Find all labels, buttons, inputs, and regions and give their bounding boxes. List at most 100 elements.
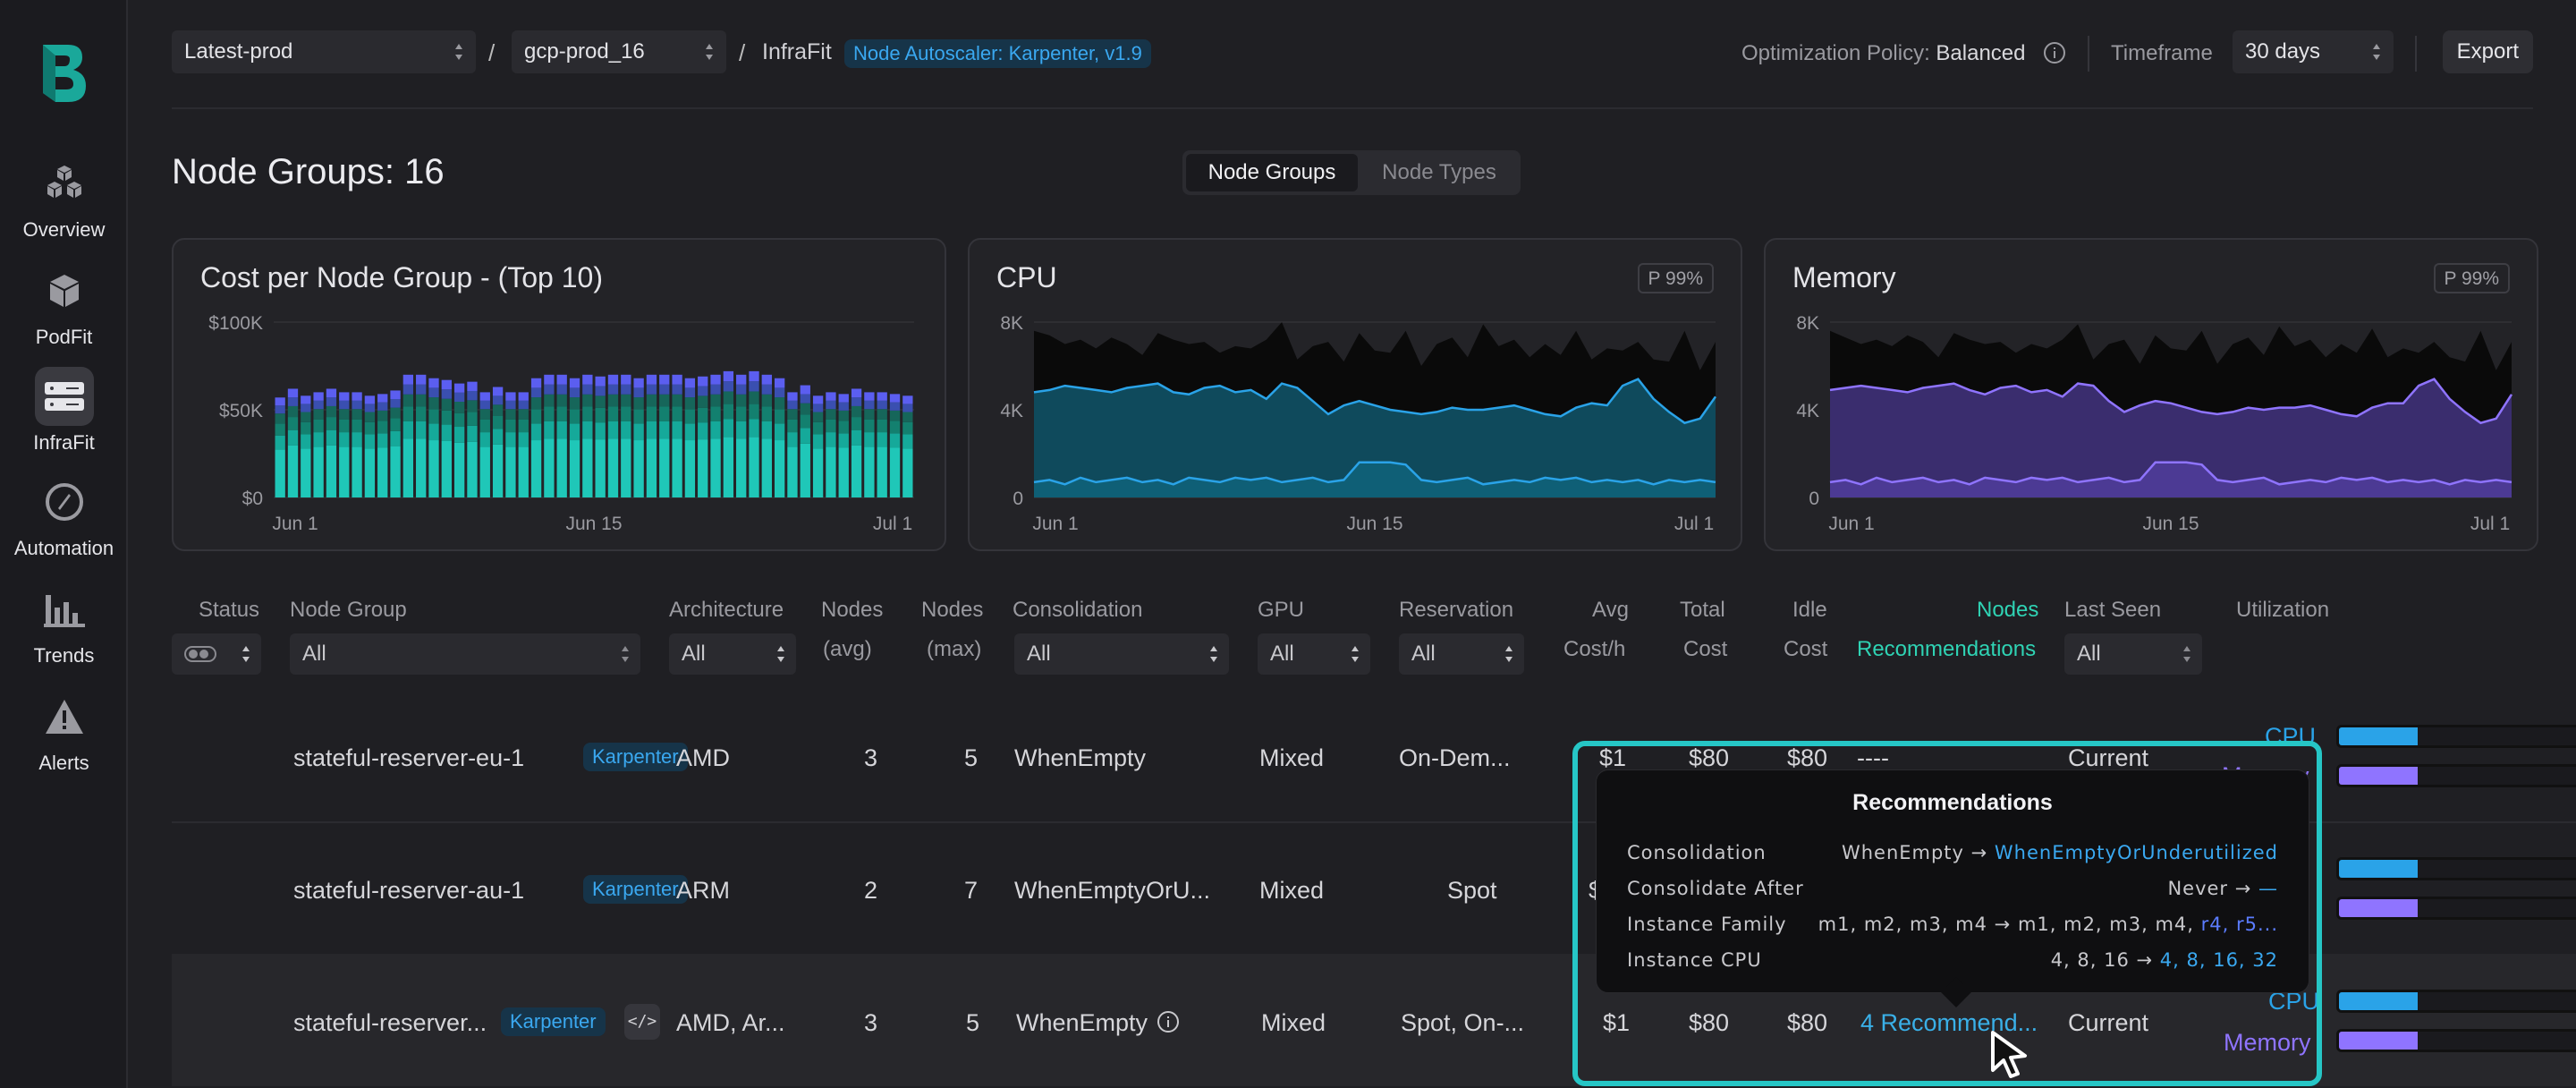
node-group-filter[interactable]: All xyxy=(290,633,640,675)
cost-bar-segment xyxy=(749,381,759,392)
row-idle-cost: $80 xyxy=(1787,1009,1828,1036)
page-title: Node Groups: 16 xyxy=(172,152,445,191)
nav-alerts[interactable]: Alerts xyxy=(0,687,128,786)
cost-bar-segment xyxy=(864,400,875,410)
cost-bar-segment xyxy=(313,409,324,420)
row-node-group-name[interactable]: stateful-reserver... xyxy=(293,1009,487,1036)
consolidation-filter[interactable]: All xyxy=(1014,633,1229,675)
nav-automation[interactable]: Automation xyxy=(0,472,128,571)
row-nodes-avg: 3 xyxy=(864,1009,878,1036)
cost-bar-segment xyxy=(416,384,427,395)
code-icon[interactable]: </> xyxy=(624,1004,660,1040)
nav-overview[interactable]: Overview xyxy=(0,154,128,252)
nav-podfit[interactable]: PodFit xyxy=(0,261,128,360)
reservation-filter[interactable]: All xyxy=(1399,633,1524,675)
cost-bar-segment xyxy=(787,419,798,433)
col-consolidation[interactable]: Consolidation xyxy=(1013,598,1143,622)
app-logo[interactable] xyxy=(38,39,91,107)
col-gpu[interactable]: GPU xyxy=(1258,598,1305,622)
cost-bar-segment xyxy=(326,388,337,398)
mouse-cursor-icon xyxy=(1991,1031,2027,1078)
cost-bar-segment xyxy=(595,395,606,408)
cost-bar-segment xyxy=(364,412,376,422)
cost-bar-segment xyxy=(275,435,285,450)
row-node-group-name[interactable]: stateful-reserver-au-1 xyxy=(293,877,525,904)
cost-bar-segment xyxy=(902,448,913,497)
cost-bar-segment xyxy=(698,407,708,423)
row-recommendations[interactable]: ---- xyxy=(1857,744,1889,771)
cost-bar-segment xyxy=(556,438,567,497)
last-seen-filter[interactable]: All xyxy=(2064,633,2202,675)
nav-infrafit[interactable]: InfraFit xyxy=(0,367,128,465)
export-button[interactable]: Export xyxy=(2442,30,2533,73)
tab-node-types[interactable]: Node Types xyxy=(1382,160,1496,184)
cost-bar-segment xyxy=(633,397,644,410)
col-reservation[interactable]: Reservation xyxy=(1399,598,1514,622)
tooltip-to: — xyxy=(2258,878,2278,899)
sort-arrows-icon xyxy=(777,646,784,662)
cost-bar-segment xyxy=(838,433,849,448)
cost-bar-segment xyxy=(339,409,350,420)
architecture-filter[interactable]: All xyxy=(669,633,796,675)
tooltip-key: Instance Family xyxy=(1627,914,1787,935)
cost-bar-segment xyxy=(826,432,836,447)
karpenter-badge: Karpenter xyxy=(583,875,688,904)
col-utilization[interactable]: Utilization xyxy=(2236,598,2330,622)
cost-bar-segment xyxy=(544,438,555,497)
cluster-select[interactable]: gcp-prod_16 xyxy=(512,30,726,73)
cost-bar-segment xyxy=(851,388,862,398)
y-tick-label: 4K xyxy=(1796,401,1819,421)
cost-bar-segment xyxy=(672,421,682,439)
tooltip-from: Never → xyxy=(2167,878,2258,899)
info-icon[interactable] xyxy=(1156,1009,1181,1034)
tab-node-groups[interactable]: Node Groups xyxy=(1186,154,1358,191)
cost-bar-segment xyxy=(749,391,759,404)
col-avg-cost[interactable]: Avg xyxy=(1592,598,1629,622)
col-recommendations[interactable]: Nodes xyxy=(1977,598,2039,622)
row-node-group-name[interactable]: stateful-reserver-eu-1 xyxy=(293,744,525,771)
col-idle-cost[interactable]: Idle xyxy=(1792,598,1827,622)
row-recommendations-link[interactable]: 4 Recommend... xyxy=(1860,1009,2038,1036)
cost-bar-segment xyxy=(352,392,362,401)
x-tick-label: Jul 1 xyxy=(2470,514,2510,534)
tooltip-from: WhenEmpty → xyxy=(1841,842,1995,863)
col-architecture[interactable]: Architecture xyxy=(669,598,784,622)
col-nodes-avg[interactable]: Nodes xyxy=(821,598,884,622)
cube-icon xyxy=(35,261,94,320)
cost-bar-segment xyxy=(313,446,324,497)
row-avg-cost: $1 xyxy=(1603,1009,1631,1036)
percentile-badge[interactable]: P 99% xyxy=(2433,263,2510,293)
col-nodes-max[interactable]: Nodes xyxy=(921,598,984,622)
cost-bar-segment xyxy=(416,394,427,407)
optimization-policy[interactable]: Optimization Policy: Balanced xyxy=(1741,41,2026,66)
cost-chart: $100K $50K $0 Jun 1 Jun 15 Jul 1 xyxy=(208,313,914,534)
environment-select-value: Latest-prod xyxy=(184,39,293,64)
nav-trends[interactable]: Trends xyxy=(0,580,128,678)
cost-bar-segment xyxy=(710,438,721,497)
cost-bar-segment xyxy=(301,434,311,449)
cost-bar-segment xyxy=(838,447,849,497)
percentile-badge[interactable]: P 99% xyxy=(1637,263,1714,293)
cost-bar-segment xyxy=(287,388,299,398)
area-series xyxy=(1830,462,2512,497)
cost-bar-segment xyxy=(659,421,670,439)
cpu-util-bar xyxy=(2336,857,2576,880)
info-icon[interactable] xyxy=(2043,41,2066,64)
cost-bar-segment xyxy=(275,397,285,406)
cost-bar-segment xyxy=(595,407,606,423)
status-filter-toggle[interactable] xyxy=(172,633,261,675)
col-status[interactable]: Status xyxy=(199,598,260,622)
cost-bar-segment xyxy=(556,406,567,421)
cost-bar-segment xyxy=(287,405,299,418)
col-total-cost[interactable]: Total xyxy=(1680,598,1725,622)
cost-bar-segment xyxy=(826,392,836,401)
timeframe-select[interactable]: 30 days xyxy=(2233,30,2394,73)
environment-select[interactable]: Latest-prod xyxy=(172,30,476,73)
row-divider xyxy=(172,821,2576,823)
consolidation-filter-value: All xyxy=(1027,642,1051,666)
row-avg-cost: $1 xyxy=(1599,744,1627,771)
cpu-chart-title: CPU xyxy=(996,261,1057,293)
gpu-filter[interactable]: All xyxy=(1258,633,1370,675)
col-last-seen[interactable]: Last Seen xyxy=(2064,598,2162,622)
col-node-group[interactable]: Node Group xyxy=(290,598,407,622)
